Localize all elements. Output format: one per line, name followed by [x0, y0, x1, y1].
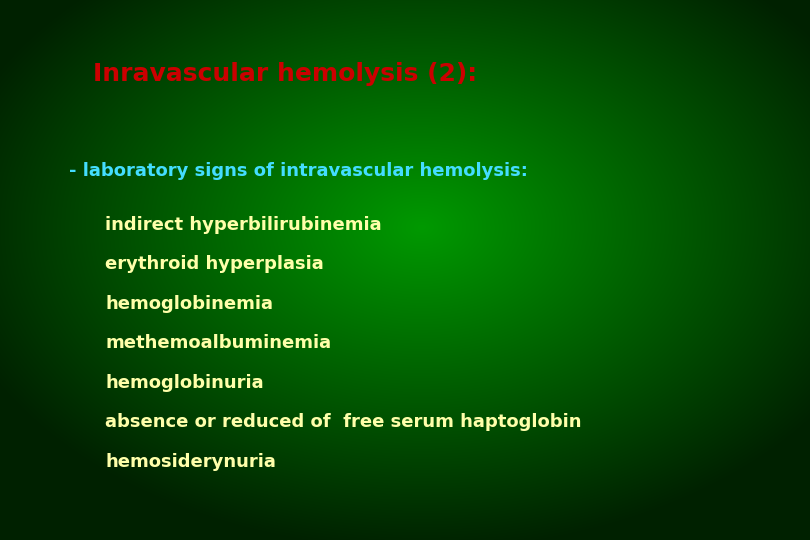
Text: - laboratory signs of intravascular hemolysis:: - laboratory signs of intravascular hemo…	[69, 162, 528, 180]
Text: methemoalbuminemia: methemoalbuminemia	[105, 334, 331, 352]
Text: hemosiderynuria: hemosiderynuria	[105, 453, 276, 470]
Text: absence or reduced of  free serum haptoglobin: absence or reduced of free serum haptogl…	[105, 413, 582, 431]
Text: hemoglobinuria: hemoglobinuria	[105, 374, 264, 391]
Text: erythroid hyperplasia: erythroid hyperplasia	[105, 255, 324, 273]
Text: hemoglobinemia: hemoglobinemia	[105, 295, 273, 313]
Text: indirect hyperbilirubinemia: indirect hyperbilirubinemia	[105, 216, 382, 234]
Text: Inravascular hemolysis (2):: Inravascular hemolysis (2):	[93, 62, 477, 86]
